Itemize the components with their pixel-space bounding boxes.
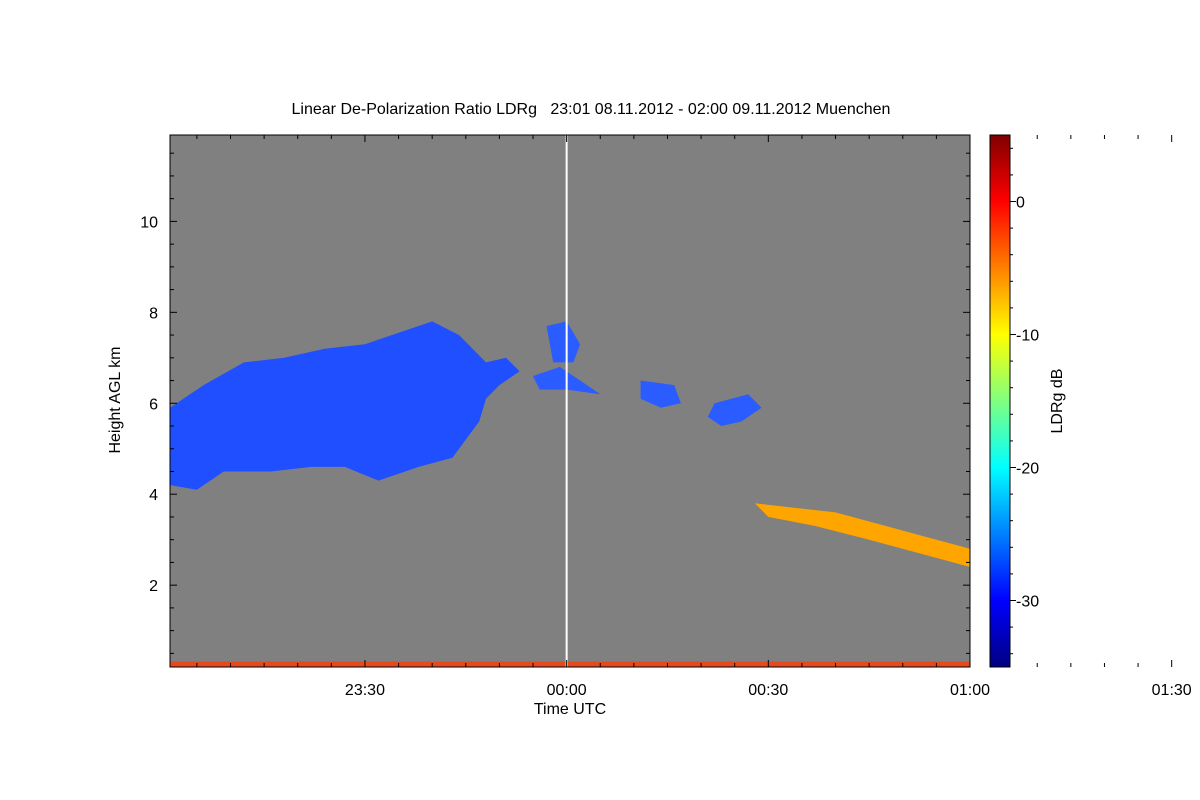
data-region-4 — [707, 394, 762, 426]
x-tick-label: 23:30 — [345, 682, 385, 699]
y-axis-label: Height AGL km — [107, 346, 124, 453]
colorbar-tick-label: -10 — [1016, 328, 1039, 345]
x-tick-label: 01:30 — [1152, 682, 1192, 699]
colorbar-label: LDRg dB — [1049, 369, 1066, 434]
colorbar-tick-label: -20 — [1016, 461, 1039, 478]
y-axis: 2 4 6 8 10 — [140, 152, 970, 654]
data-features — [170, 321, 1077, 667]
plot-frame — [169, 134, 971, 668]
colorbar-tick-label: -30 — [1016, 594, 1039, 611]
x-axis-label: Time UTC — [534, 701, 606, 718]
y-tick-label: 2 — [149, 578, 158, 595]
y-tick-label: 6 — [149, 396, 158, 413]
data-region-7 — [170, 661, 970, 667]
marker-lines — [565, 135, 1166, 667]
colorbar — [989, 134, 1011, 668]
y-tick-label: 8 — [149, 305, 158, 322]
data-region-3 — [640, 380, 681, 408]
x-tick-label: 01:00 — [950, 682, 990, 699]
colorbar-ticks: 0 -10 -20 -30 — [1010, 147, 1039, 655]
y-tick-label: 4 — [149, 487, 158, 504]
data-region-1 — [546, 321, 581, 363]
x-tick-label: 00:30 — [748, 682, 788, 699]
chart-title: Linear De-Polarization Ratio LDRg 23:01 … — [292, 101, 891, 118]
colorbar-tick-label: 0 — [1016, 195, 1025, 212]
data-region-0 — [170, 321, 520, 490]
data-region-5 — [1037, 431, 1077, 463]
data-region-6 — [754, 503, 970, 567]
x-tick-label: 00:00 — [547, 682, 587, 699]
y-tick-label: 10 — [140, 214, 158, 231]
